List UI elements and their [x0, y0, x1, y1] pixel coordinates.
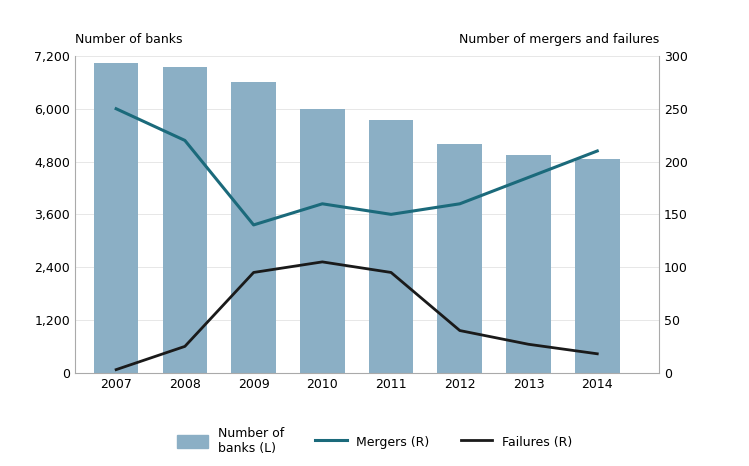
Bar	[231, 82, 276, 373]
Bar	[437, 144, 482, 373]
Text: Number of mergers and failures: Number of mergers and failures	[459, 34, 659, 47]
Text: Number of banks: Number of banks	[75, 34, 183, 47]
Legend: Number of
banks (L), Mergers (R), Failures (R): Number of banks (L), Mergers (R), Failur…	[172, 422, 577, 460]
Bar	[506, 155, 551, 373]
Bar	[369, 120, 413, 373]
Bar	[163, 67, 207, 373]
Bar	[94, 62, 139, 373]
Bar	[575, 159, 619, 373]
Bar	[300, 109, 345, 373]
